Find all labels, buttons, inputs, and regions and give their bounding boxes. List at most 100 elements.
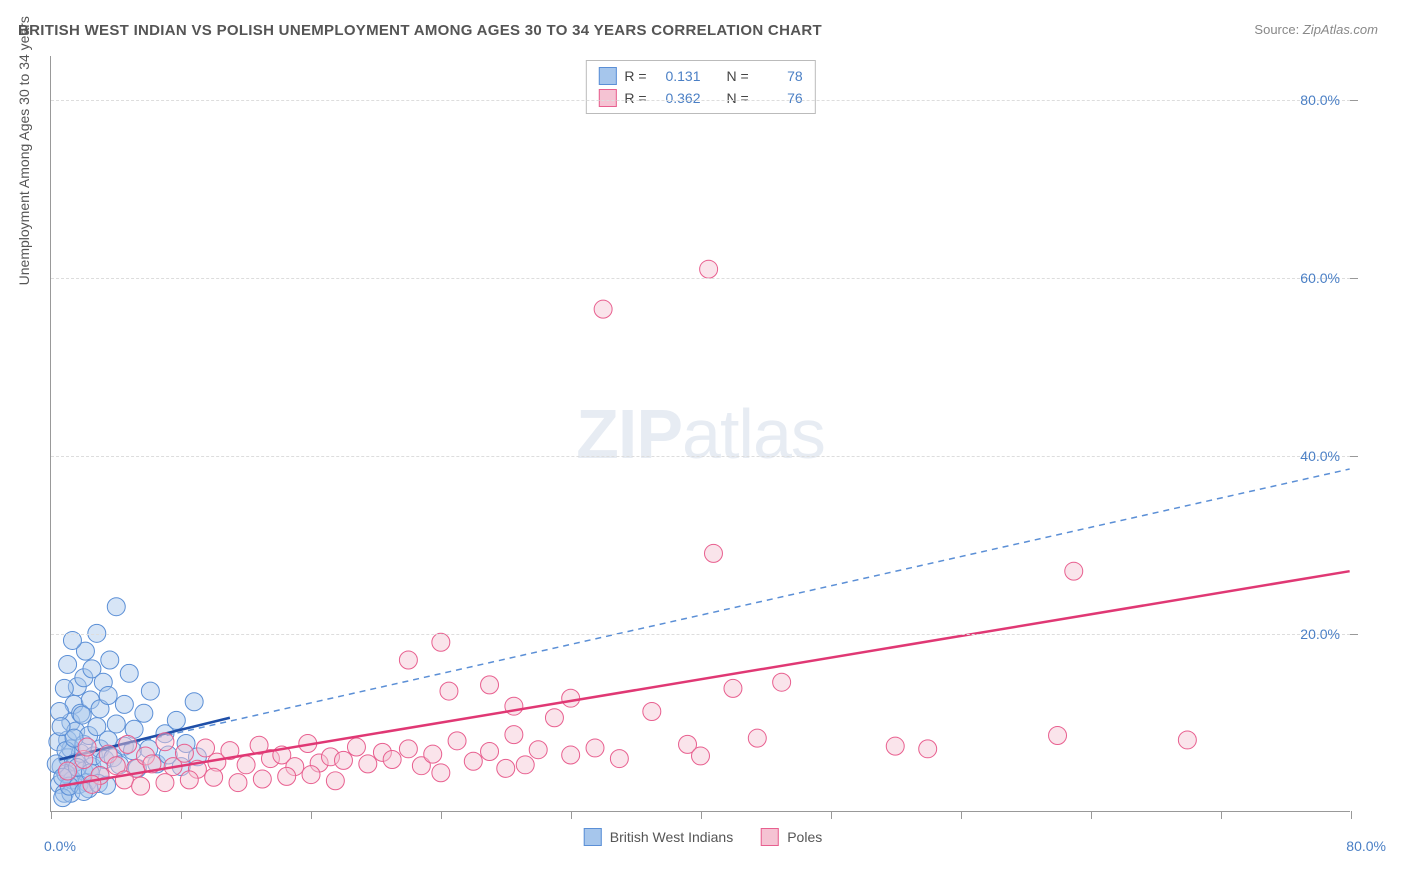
x-tick (571, 811, 572, 819)
x-axis-min-label: 0.0% (44, 838, 76, 854)
scatter-point (545, 709, 563, 727)
scatter-point (481, 743, 499, 761)
scatter-point (59, 762, 77, 780)
y-tick (1350, 634, 1358, 635)
scatter-point (347, 738, 365, 756)
scatter-point (167, 711, 185, 729)
legend-label-poles: Poles (787, 829, 822, 845)
scatter-point (562, 746, 580, 764)
scatter-point (253, 770, 271, 788)
legend-swatch-bwi (584, 828, 602, 846)
x-tick (1351, 811, 1352, 819)
scatter-point (359, 755, 377, 773)
scatter-point (700, 260, 718, 278)
y-tick-label: 40.0% (1300, 448, 1340, 464)
scatter-point (180, 771, 198, 789)
x-tick (831, 811, 832, 819)
scatter-point (59, 655, 77, 673)
scatter-point (773, 673, 791, 691)
legend-item-bwi: British West Indians (584, 828, 733, 846)
gridline (51, 100, 1350, 101)
scatter-point (692, 747, 710, 765)
scatter-point (73, 706, 91, 724)
plot-area: ZIPatlas R = 0.131 N = 78 R = 0.362 N = … (50, 56, 1350, 812)
scatter-point (99, 687, 117, 705)
scatter-point (326, 772, 344, 790)
y-tick-label: 80.0% (1300, 92, 1340, 108)
scatter-point (594, 300, 612, 318)
scatter-point (724, 679, 742, 697)
y-tick-label: 20.0% (1300, 626, 1340, 642)
scatter-point (185, 693, 203, 711)
legend-swatch-poles (761, 828, 779, 846)
x-tick (961, 811, 962, 819)
scatter-point (78, 738, 96, 756)
x-tick (181, 811, 182, 819)
y-axis-title: Unemployment Among Ages 30 to 34 years (16, 16, 32, 285)
scatter-point (107, 715, 125, 733)
gridline (51, 456, 1350, 457)
x-tick (311, 811, 312, 819)
chart-title: BRITISH WEST INDIAN VS POLISH UNEMPLOYME… (18, 22, 822, 39)
scatter-point (440, 682, 458, 700)
scatter-point (107, 598, 125, 616)
scatter-point (643, 703, 661, 721)
trend-line-dashed (59, 469, 1349, 759)
scatter-point (120, 664, 138, 682)
scatter-point (205, 768, 223, 786)
scatter-point (237, 756, 255, 774)
scatter-point (1065, 562, 1083, 580)
scatter-point (135, 704, 153, 722)
y-tick-label: 60.0% (1300, 270, 1340, 286)
source-value: ZipAtlas.com (1303, 22, 1378, 37)
scatter-point (399, 651, 417, 669)
scatter-point (132, 777, 150, 795)
gridline (51, 278, 1350, 279)
scatter-point (505, 726, 523, 744)
scatter-point (141, 682, 159, 700)
scatter-point (919, 740, 937, 758)
scatter-point (119, 735, 137, 753)
scatter-point (115, 695, 133, 713)
y-tick (1350, 278, 1358, 279)
scatter-point (610, 750, 628, 768)
source-label: Source: (1254, 22, 1299, 37)
x-axis-max-label: 80.0% (1346, 838, 1386, 854)
x-tick (441, 811, 442, 819)
scatter-point (229, 774, 247, 792)
scatter-point (704, 544, 722, 562)
x-tick (1221, 811, 1222, 819)
legend-item-poles: Poles (761, 828, 822, 846)
scatter-point (55, 679, 73, 697)
scatter-point (334, 751, 352, 769)
scatter-point (529, 741, 547, 759)
scatter-point (156, 774, 174, 792)
scatter-point (278, 767, 296, 785)
x-tick (51, 811, 52, 819)
scatter-point (424, 745, 442, 763)
scatter-point (586, 739, 604, 757)
scatter-point (156, 733, 174, 751)
scatter-point (1178, 731, 1196, 749)
source-attribution: Source: ZipAtlas.com (1254, 22, 1378, 37)
scatter-point (432, 633, 450, 651)
scatter-point (481, 676, 499, 694)
x-tick (701, 811, 702, 819)
y-tick (1350, 456, 1358, 457)
scatter-point (302, 766, 320, 784)
scatter-point (101, 651, 119, 669)
scatter-point (432, 764, 450, 782)
legend-label-bwi: British West Indians (610, 829, 733, 845)
scatter-point (383, 750, 401, 768)
legend: British West Indians Poles (584, 828, 823, 846)
y-tick (1350, 100, 1358, 101)
scatter-point (83, 775, 101, 793)
scatter-point (448, 732, 466, 750)
scatter-point (748, 729, 766, 747)
scatter-point (464, 752, 482, 770)
scatter-point (516, 756, 534, 774)
scatter-point (399, 740, 417, 758)
scatter-point (175, 744, 193, 762)
x-tick (1091, 811, 1092, 819)
gridline (51, 634, 1350, 635)
